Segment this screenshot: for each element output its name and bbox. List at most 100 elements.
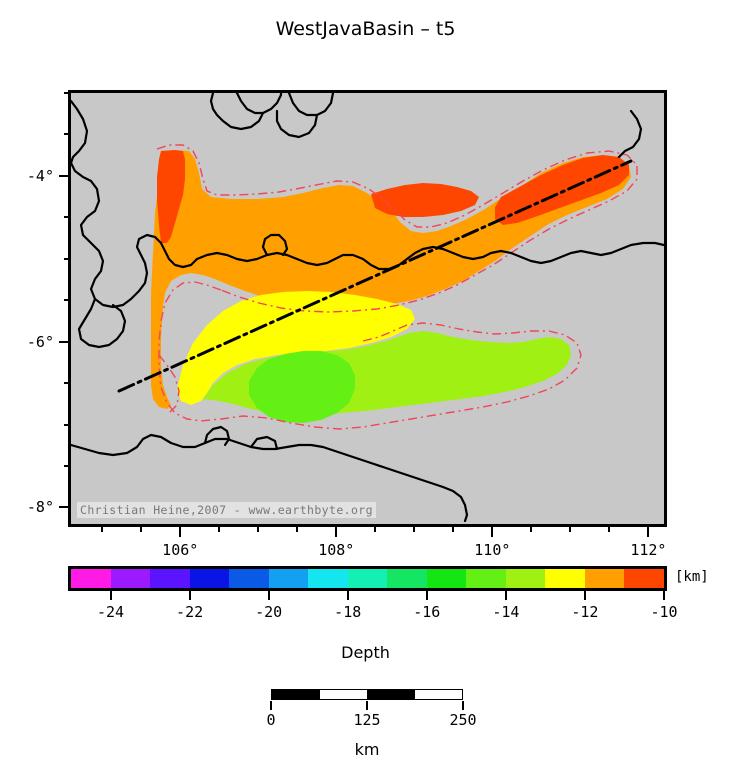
scalebar-segment — [414, 690, 462, 699]
coastline-java-south-bays — [203, 425, 231, 447]
x-axis-tick-minor — [374, 526, 377, 532]
x-axis-tick-minor — [530, 526, 533, 532]
scalebar-tick-label: 0 — [266, 711, 276, 729]
colorbar-band — [71, 569, 111, 588]
scalebar-tick — [366, 701, 368, 710]
x-axis-tick-minor — [257, 526, 260, 532]
map-graphics — [71, 93, 664, 523]
y-axis-tick-major — [59, 506, 70, 509]
basin-outline-sw-notch — [158, 354, 180, 414]
colorbar-unit-label: [km] — [675, 569, 709, 585]
colorbar-tick — [346, 591, 349, 600]
x-axis-tick-minor — [413, 526, 416, 532]
y-axis-label: -8° — [26, 498, 54, 517]
colorbar-gradient — [68, 566, 667, 591]
scalebar-tick-label: 250 — [449, 711, 477, 729]
colorbar-tick — [188, 591, 191, 600]
y-axis-tick-minor — [64, 423, 70, 426]
colorbar-tick-label: -20 — [255, 603, 283, 621]
colorbar-band — [426, 569, 467, 588]
coastline-kalimantan-b — [209, 93, 265, 131]
attribution-text: Christian Heine,2007 - www.earthbyte.org — [77, 502, 376, 518]
colorbar-band — [229, 569, 269, 588]
colorbar-band — [150, 569, 190, 588]
colorbar-tick — [109, 591, 112, 600]
depth-zone-red-nw — [157, 150, 185, 243]
map-panel[interactable]: Christian Heine,2007 - www.earthbyte.org — [68, 90, 667, 527]
cross-section-layer — [117, 159, 633, 393]
scalebar-tick-label: 125 — [353, 711, 381, 729]
colorbar-band — [545, 569, 585, 588]
basin-outline-layer — [156, 144, 638, 430]
basin-outline-north — [156, 144, 638, 313]
x-axis-tick-minor — [101, 526, 104, 532]
coastline-sumatra — [71, 99, 199, 309]
x-axis-label: 110° — [474, 541, 511, 559]
y-axis-tick-minor — [64, 464, 70, 467]
x-axis-tick-major — [647, 526, 650, 537]
colorbar-tick — [504, 591, 507, 600]
coastline-kalimantan-d — [275, 109, 319, 139]
x-axis-label: 108° — [318, 541, 355, 559]
colorbar-tick-label: -12 — [571, 603, 599, 621]
colorbar-band — [189, 569, 230, 588]
coastline-java-south — [71, 433, 469, 523]
scalebar-tick — [462, 701, 464, 710]
cross-section-line — [117, 159, 633, 393]
coastline-java-embayment — [261, 233, 289, 257]
scalebar-segments — [271, 689, 463, 700]
colorbar-tick-label: -10 — [650, 603, 678, 621]
scalebar-segment — [319, 690, 367, 699]
colorbar-band — [110, 569, 151, 588]
colorbar-band — [268, 569, 309, 588]
depth-zone-yellow — [177, 291, 415, 405]
y-axis-tick-minor — [64, 133, 70, 136]
depth-zone-green — [249, 351, 355, 423]
colorbar-tick-label: -22 — [176, 603, 204, 621]
colorbar-tick-label: -16 — [413, 603, 441, 621]
y-axis-label: -6° — [26, 332, 54, 351]
colorbar-band — [584, 569, 625, 588]
depth-fill-layer — [151, 150, 631, 423]
map-canvas — [71, 93, 664, 524]
y-axis-tick-minor — [64, 299, 70, 302]
x-axis-tick-minor — [296, 526, 299, 532]
x-axis-tick-minor — [608, 526, 611, 532]
colorbar-tick-label: -14 — [492, 603, 520, 621]
colorbar-band — [347, 569, 388, 588]
coastline-kalimantan-a — [235, 93, 283, 115]
y-axis-tick-minor — [64, 382, 70, 385]
coastline-layer — [71, 93, 664, 523]
colorbar-tick — [583, 591, 586, 600]
x-axis-tick-major — [491, 526, 494, 537]
colorbar-band — [466, 569, 506, 588]
coastline-kalimantan-c — [287, 93, 335, 117]
colorbar-band — [308, 569, 348, 588]
scalebar-title: km — [354, 740, 380, 759]
colorbar-panel[interactable]: [km] -24 -22 -20 -18 -16 -14 -12 -10 — [68, 566, 709, 621]
y-axis-tick-major — [59, 174, 70, 177]
depth-zone-red-ncentral — [371, 183, 479, 217]
x-axis-tick-minor — [452, 526, 455, 532]
x-axis-tick-major — [335, 526, 338, 537]
coastline-ne-fragment — [617, 109, 643, 159]
coastline-java-north — [195, 241, 664, 271]
y-axis-tick-minor — [64, 257, 70, 260]
scalebar-segment — [272, 690, 320, 699]
x-axis-tick-minor — [569, 526, 572, 532]
page-title: WestJavaBasin – t5 — [275, 18, 456, 40]
y-axis-tick-major — [59, 340, 70, 343]
coastline-sunda-strait — [77, 297, 127, 349]
colorbar-band — [505, 569, 546, 588]
colorbar-tick-label: -18 — [334, 603, 362, 621]
colorbar-band — [387, 569, 427, 588]
colorbar-tick — [663, 591, 665, 600]
x-axis-tick-minor — [218, 526, 221, 532]
scalebar-segment — [367, 690, 415, 699]
colorbar-tick — [425, 591, 428, 600]
scalebar-panel: 0 125 250 — [266, 689, 477, 729]
scalebar-tick — [270, 701, 272, 710]
x-axis-tick-minor — [140, 526, 143, 532]
x-axis-label: 106° — [162, 541, 199, 559]
